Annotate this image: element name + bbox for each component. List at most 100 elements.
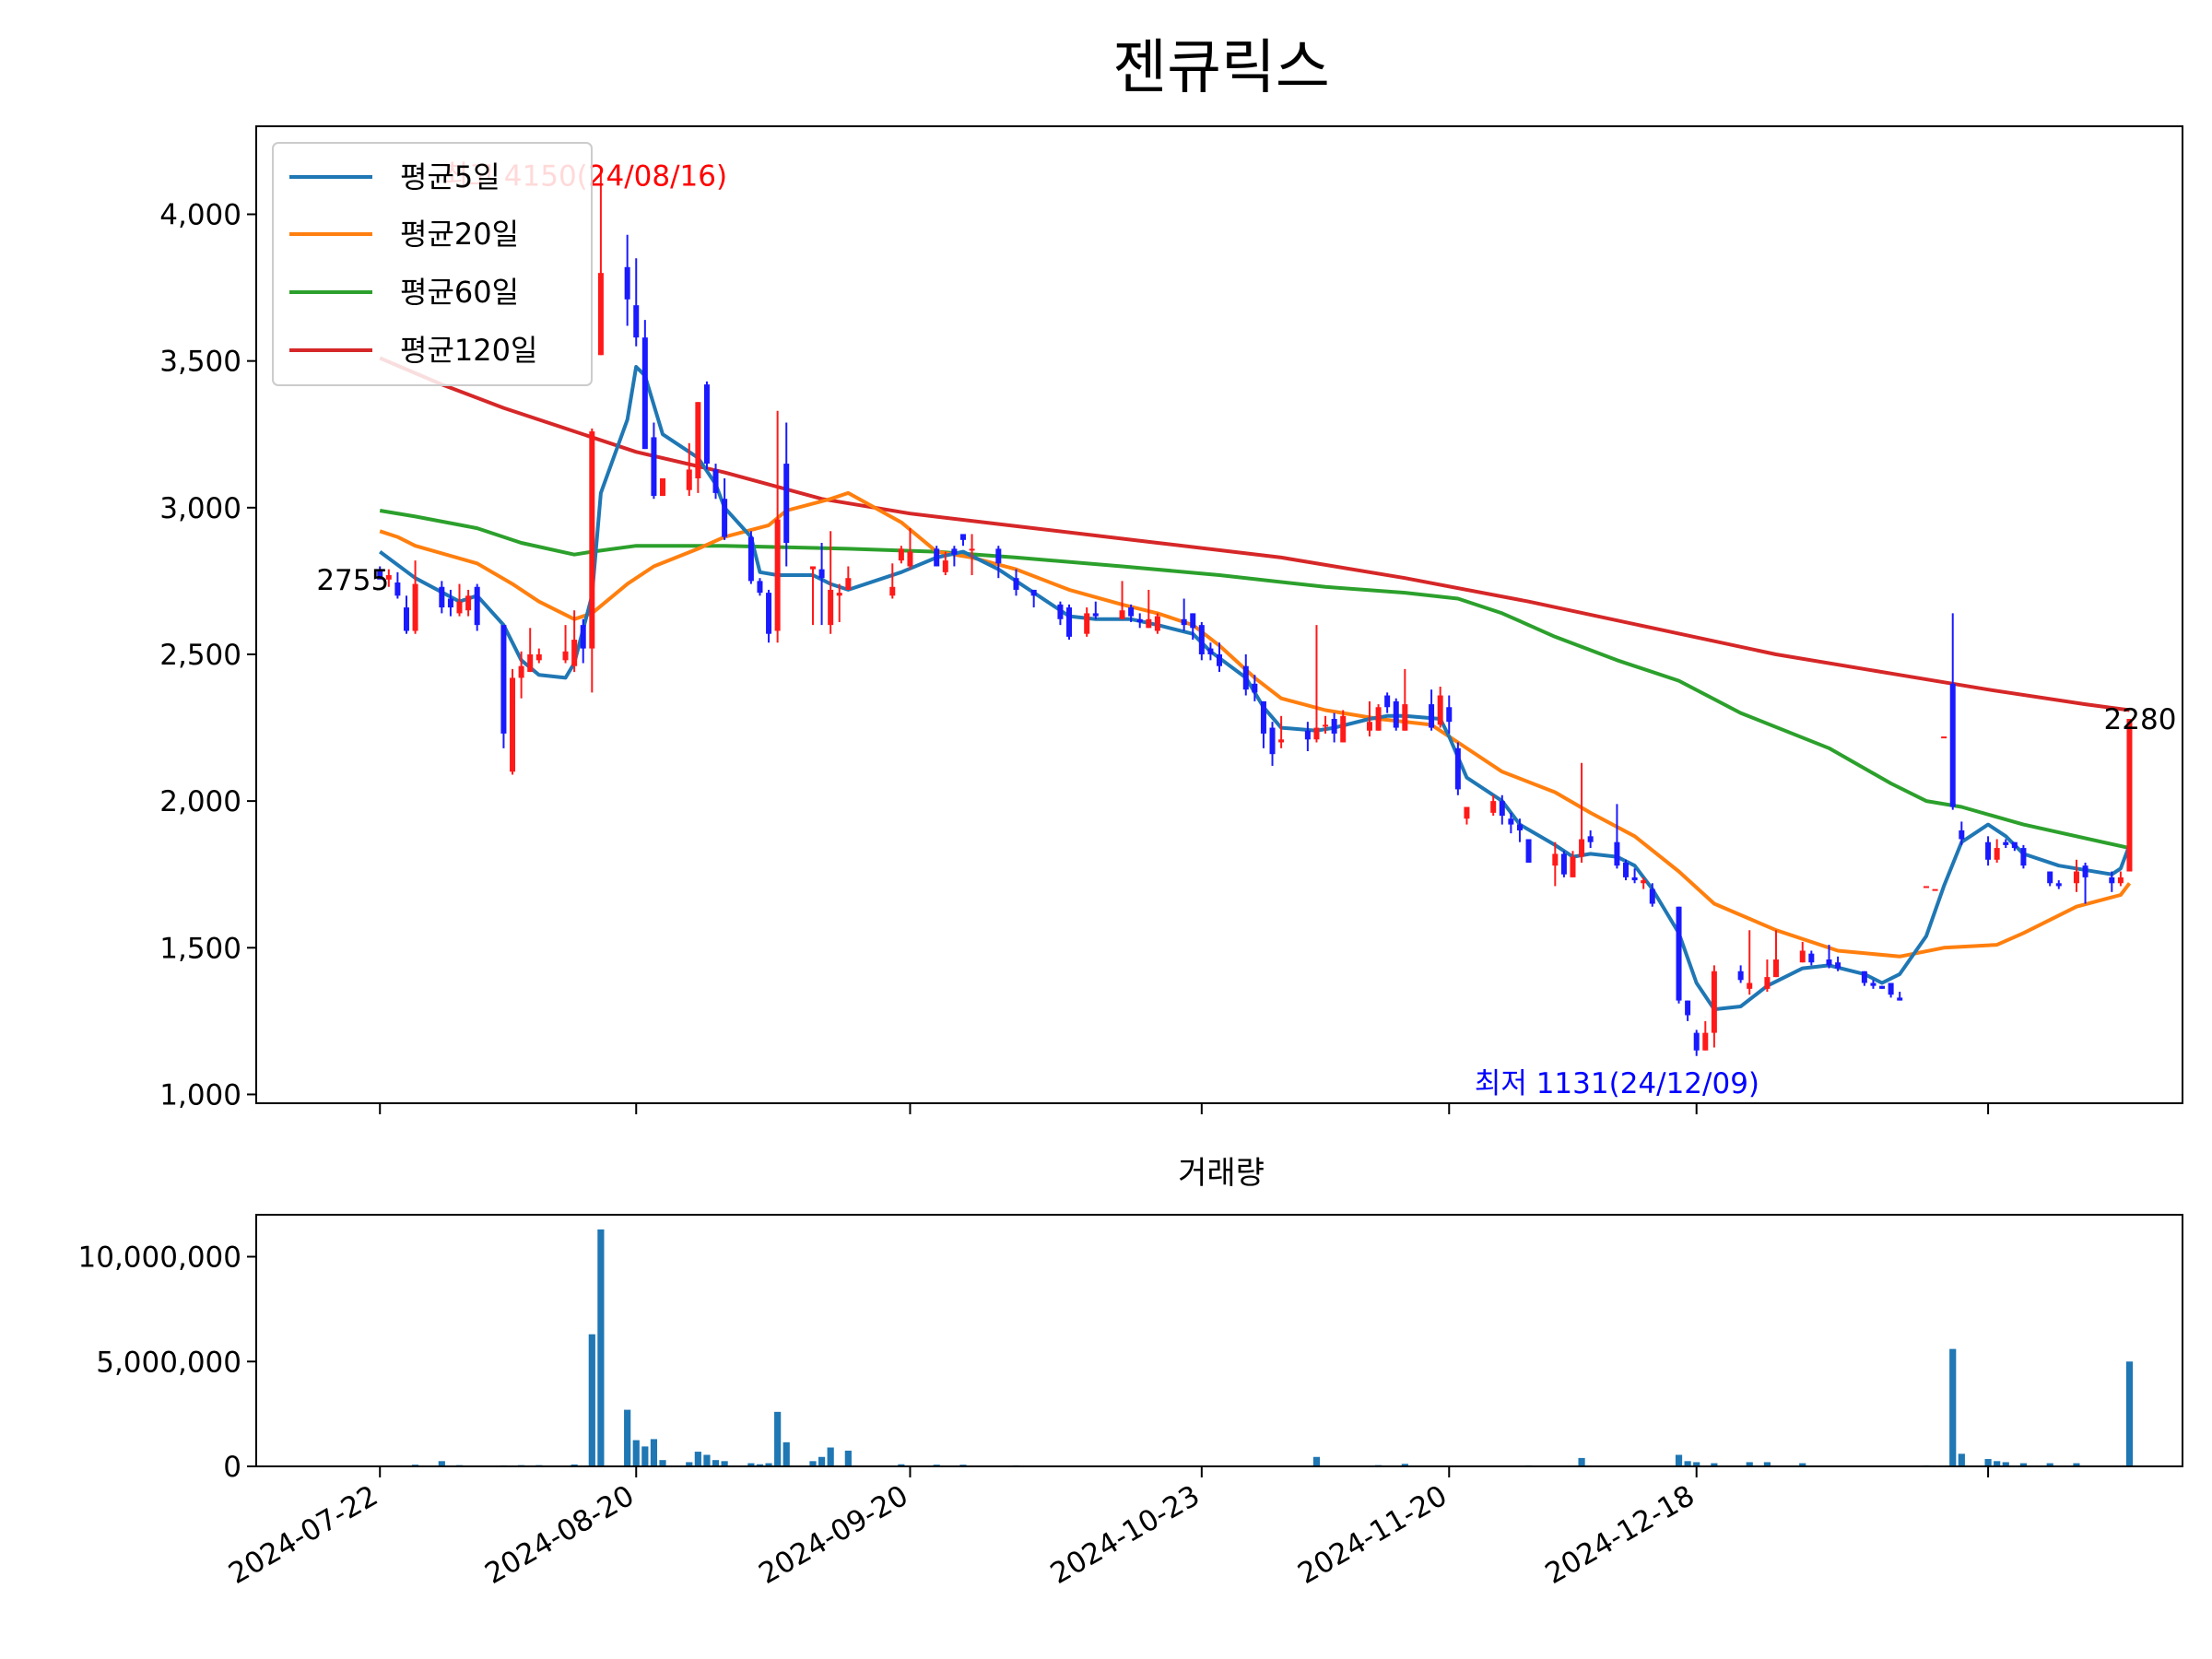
candle-body: [1897, 997, 1903, 1001]
candle-body: [722, 499, 728, 537]
candle-body: [1861, 971, 1867, 983]
candle-body: [651, 437, 657, 497]
volume-bar: [765, 1463, 772, 1466]
candle-body: [1030, 589, 1037, 596]
volume-bar: [774, 1411, 782, 1466]
candle-body: [1525, 839, 1532, 863]
candle-body: [1631, 877, 1638, 881]
candle-body: [535, 653, 542, 661]
volume-bar: [721, 1461, 728, 1466]
volume-bar: [1312, 1456, 1321, 1466]
price-ytick-label: 3,000: [159, 492, 241, 525]
volume-bar: [1994, 1461, 2001, 1466]
candle-body: [1508, 818, 1514, 825]
volume-bar: [2019, 1463, 2028, 1466]
candle-body: [1808, 953, 1815, 963]
candle-body: [1429, 704, 1435, 728]
candle-body: [1313, 727, 1320, 740]
volume-bar: [571, 1464, 578, 1466]
ma120-line: [379, 356, 2130, 712]
candle-body: [385, 575, 392, 580]
candle-body: [1764, 977, 1771, 989]
volume-ytick-label: 10,000,000: [78, 1241, 242, 1275]
candle-body: [2073, 871, 2079, 884]
candle-body: [403, 607, 409, 631]
candle-body: [1454, 747, 1461, 790]
candle-body: [1737, 971, 1744, 981]
candle-body: [1693, 1032, 1700, 1051]
volume-bar: [703, 1454, 711, 1466]
candle-body: [703, 384, 710, 465]
volume-bar: [809, 1461, 817, 1466]
volume-bar: [641, 1446, 649, 1466]
candle-body: [456, 601, 463, 614]
candle-body: [624, 266, 630, 300]
candle-body: [686, 469, 692, 490]
candle-body: [439, 586, 445, 608]
candle-body: [959, 534, 966, 540]
price-ytick-label: 4,000: [159, 198, 241, 231]
candle-body: [766, 593, 772, 634]
volume-ytick-label: 0: [223, 1451, 241, 1484]
candle-body: [1711, 971, 1717, 1033]
candle-body: [1013, 578, 1019, 590]
candle-body: [1057, 604, 1064, 619]
candle-body: [1269, 727, 1276, 755]
candle-body: [1304, 730, 1311, 740]
price-ytick-label: 3,500: [159, 346, 241, 379]
candle-body: [1375, 707, 1382, 731]
candle-body: [942, 560, 948, 572]
candle-body: [1579, 839, 1585, 857]
candle-body: [1747, 982, 1753, 989]
volume-bar: [782, 1441, 790, 1466]
candle-body: [1560, 853, 1567, 875]
candle-body: [1799, 950, 1806, 963]
volume-bar: [1684, 1461, 1691, 1466]
legend-label-ma60: 평균60일: [400, 275, 519, 310]
candle-body: [1702, 1032, 1709, 1051]
volume-bar: [632, 1440, 640, 1466]
volume-bar: [2002, 1462, 2009, 1466]
candle-body: [1649, 888, 1655, 904]
candle-body: [1260, 700, 1266, 734]
volume-bar: [2125, 1361, 2134, 1466]
candle-body: [1623, 862, 1630, 877]
volume-bar: [1578, 1457, 1585, 1466]
chart-title: 젠큐릭스: [1112, 34, 1330, 102]
price-ytick-label: 1,000: [159, 1078, 241, 1112]
candle-body: [1066, 607, 1073, 637]
candle-body: [1676, 906, 1682, 1001]
candle-body: [1685, 1000, 1691, 1016]
candle-body: [757, 581, 763, 594]
volume-bar: [1401, 1464, 1408, 1466]
volume-bar: [588, 1334, 595, 1466]
candle-body: [527, 653, 534, 673]
candle-body: [2082, 865, 2088, 877]
candle-body: [1985, 841, 1992, 860]
candle-body: [1119, 610, 1125, 619]
volume-bar: [818, 1456, 826, 1466]
legend-label-ma5: 평균5일: [400, 159, 500, 194]
candle-body: [1923, 886, 1929, 888]
date-tick-label: 2024-12-18: [1540, 1479, 1700, 1591]
volume-bar: [1799, 1463, 1806, 1466]
candle-body: [889, 586, 896, 596]
candle-body: [633, 305, 640, 338]
candle-body: [2126, 719, 2133, 872]
volume-bar: [1763, 1462, 1771, 1466]
volume-bar: [2073, 1463, 2080, 1466]
candle-body: [747, 536, 754, 582]
candle-body: [1331, 719, 1337, 734]
candle-body: [500, 625, 507, 734]
volume-bar: [2046, 1463, 2053, 1466]
candle-body: [580, 625, 586, 649]
candle-body: [1772, 959, 1779, 978]
price-ytick-label: 2,000: [159, 785, 241, 818]
candle-body: [969, 548, 975, 551]
candle-body: [1181, 618, 1187, 626]
volume-bar: [1958, 1453, 1965, 1466]
candle-body: [898, 548, 904, 561]
candle-body: [2011, 841, 2018, 849]
candle-body: [1154, 616, 1160, 631]
legend: 평균5일 평균20일 평균60일 평균120일: [272, 142, 593, 386]
